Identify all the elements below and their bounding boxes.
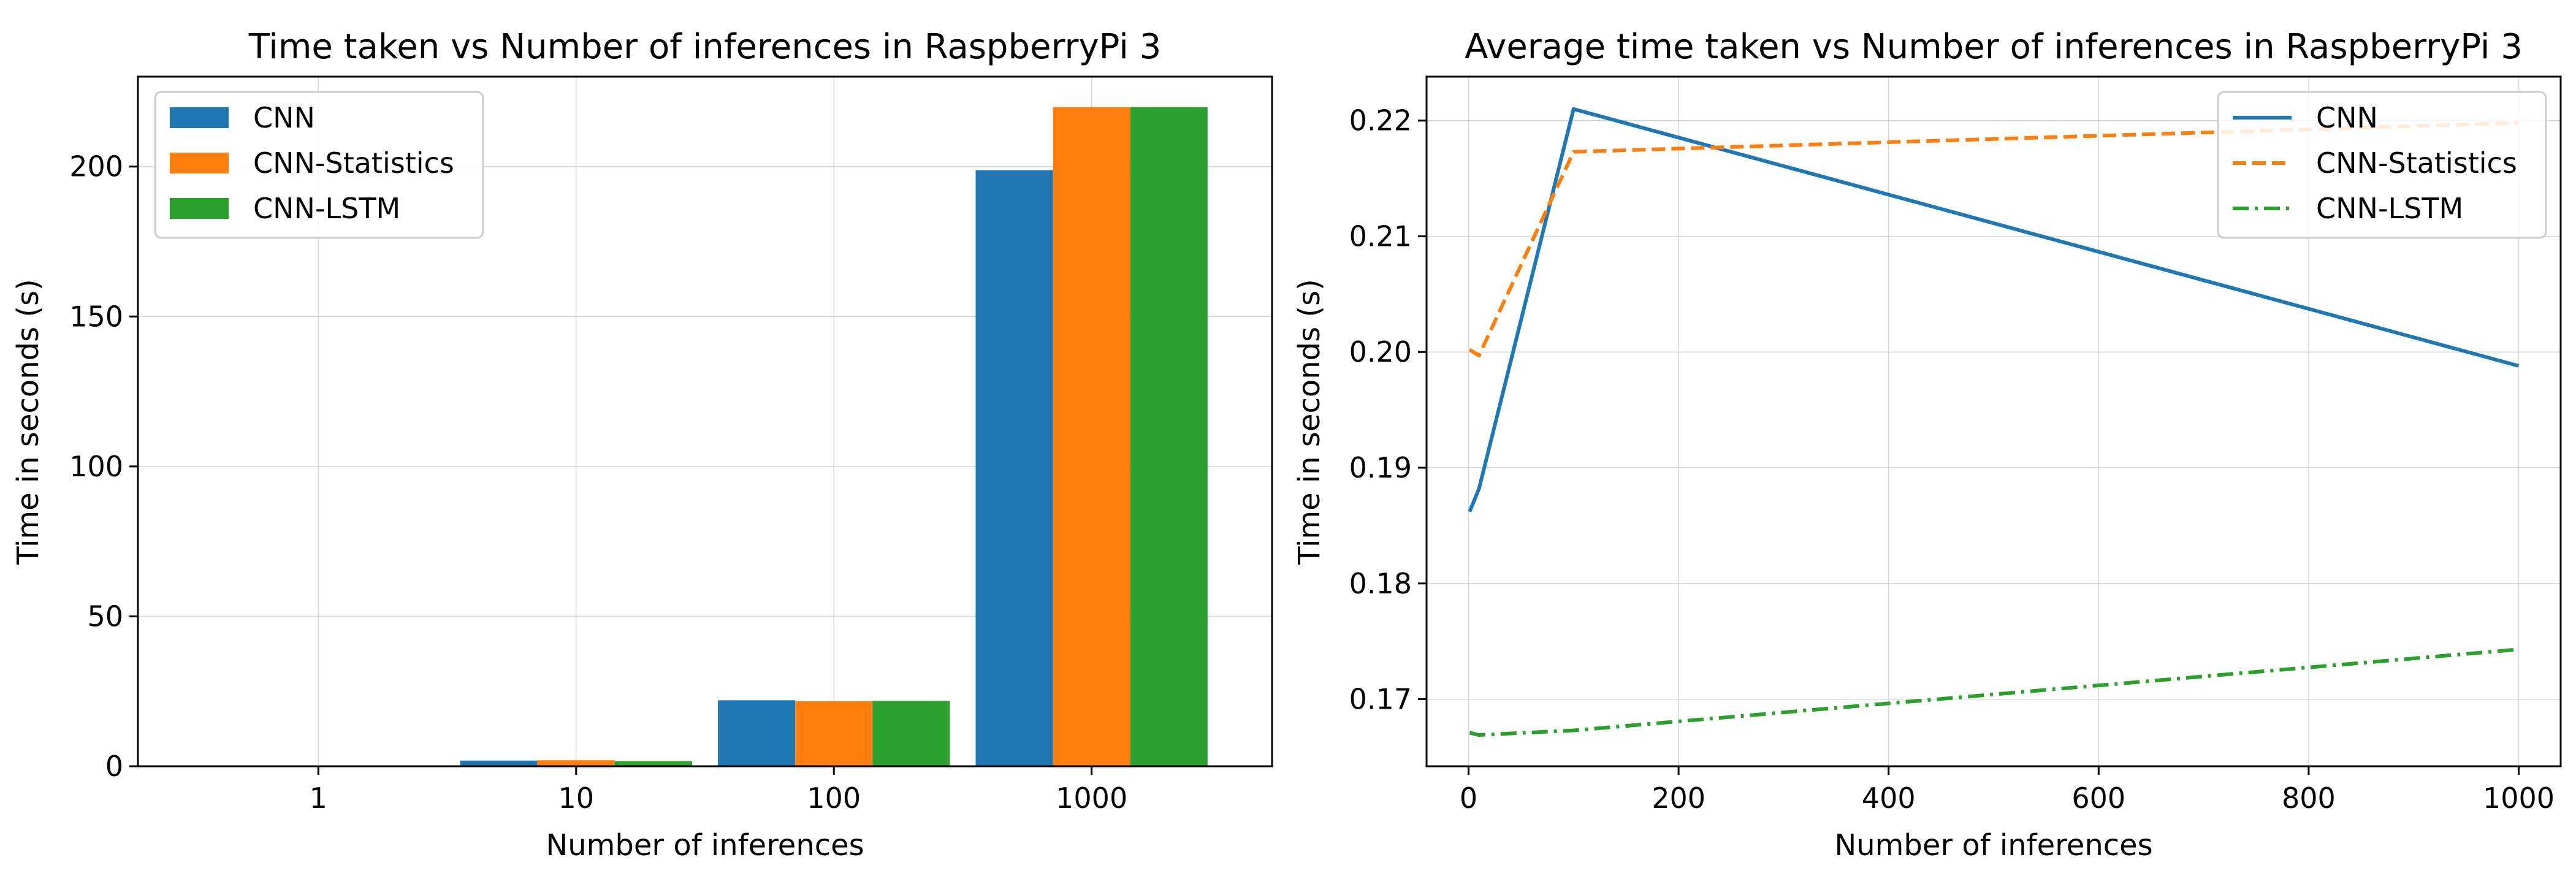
legend-label-cnn-lstm: CNN-LSTM bbox=[2316, 192, 2463, 225]
line-x-ticks: 0 200 400 600 800 1000 bbox=[1460, 766, 2555, 815]
bar-cnn-lstm-10 bbox=[614, 761, 692, 766]
bar-y-ticks: 0 50 100 150 200 bbox=[69, 150, 138, 783]
line-y-tick-label: 0.18 bbox=[1349, 567, 1412, 600]
bar-y-tick-label: 100 bbox=[69, 450, 123, 483]
line-y-axis-label: Time in seconds (s) bbox=[1292, 279, 1327, 565]
bar-cnn-10 bbox=[460, 760, 538, 766]
line-series-cnn-lstm bbox=[1469, 647, 2519, 737]
legend-label-cnn: CNN bbox=[2316, 101, 2378, 134]
legend-label-cnn-lstm: CNN-LSTM bbox=[253, 192, 400, 225]
line-y-tick-label: 0.22 bbox=[1349, 104, 1412, 137]
line-y-tick-label: 0.19 bbox=[1349, 451, 1412, 484]
bar-legend-box bbox=[154, 91, 484, 239]
line-x-tick-label: 400 bbox=[1862, 782, 1916, 815]
bar-marks bbox=[202, 107, 1208, 766]
line-chart: Average time taken vs Number of inferenc… bbox=[1292, 27, 2562, 863]
line-y-tick-label: 0.21 bbox=[1349, 219, 1412, 253]
line-x-tick-label: 600 bbox=[2071, 782, 2125, 815]
legend-label-cnn: CNN bbox=[253, 101, 315, 134]
legend-label-cnn-statistics: CNN-Statistics bbox=[253, 147, 454, 180]
legend-swatch-cnn bbox=[170, 107, 229, 128]
line-series-cnn bbox=[1468, 107, 2520, 512]
bar-cnn-lstm-100 bbox=[872, 701, 950, 766]
line-y-tick-label: 0.20 bbox=[1349, 335, 1412, 368]
legend-label-cnn-statistics: CNN-Statistics bbox=[2316, 147, 2517, 180]
bar-x-tick-label: 1 bbox=[310, 782, 327, 815]
bar-legend: CNN CNN-Statistics CNN-LSTM bbox=[154, 91, 484, 239]
bar-cnn-statistics-100 bbox=[795, 701, 873, 766]
line-legend-box bbox=[2217, 91, 2547, 239]
bar-chart-title: Time taken vs Number of inferences in Ra… bbox=[248, 27, 1161, 67]
bar-y-tick-label: 150 bbox=[69, 300, 123, 333]
bar-y-tick-label: 200 bbox=[69, 150, 123, 183]
bar-plot-frame bbox=[137, 75, 1273, 767]
line-plot-frame bbox=[1425, 75, 2562, 767]
bar-cnn-100 bbox=[718, 700, 796, 766]
legend-swatch-cnn-statistics bbox=[170, 153, 229, 173]
line-y-ticks: 0.17 0.18 0.19 0.20 0.21 0.22 bbox=[1349, 104, 1427, 716]
bar-y-axis-label: Time in seconds (s) bbox=[11, 279, 45, 565]
bar-x-axis-label: Number of inferences bbox=[546, 828, 864, 863]
line-grid bbox=[1427, 77, 2561, 766]
line-marks bbox=[1468, 107, 2520, 737]
line-x-tick-label: 800 bbox=[2282, 782, 2336, 815]
line-series-cnn-statistics bbox=[1468, 121, 2519, 357]
line-x-tick-label: 200 bbox=[1652, 782, 1705, 815]
bar-cnn-1000 bbox=[975, 170, 1053, 766]
bar-cnn-statistics-1000 bbox=[1053, 107, 1130, 766]
bar-x-tick-label: 10 bbox=[558, 782, 594, 815]
bar-y-tick-label: 50 bbox=[87, 600, 123, 633]
bar-y-tick-label: 0 bbox=[105, 750, 123, 783]
bar-x-tick-label: 100 bbox=[807, 782, 861, 815]
line-chart-title: Average time taken vs Number of inferenc… bbox=[1465, 27, 2523, 67]
bar-cnn-statistics-10 bbox=[537, 760, 615, 766]
line-x-axis-label: Number of inferences bbox=[1834, 828, 2152, 863]
line-legend: CNN CNN-Statistics CNN-LSTM bbox=[2217, 91, 2547, 239]
bar-cnn-lstm-1000 bbox=[1130, 107, 1208, 766]
line-y-tick-label: 0.17 bbox=[1349, 683, 1412, 716]
legend-swatch-cnn-lstm bbox=[170, 198, 229, 219]
bar-chart: Time taken vs Number of inferences in Ra… bbox=[11, 27, 1273, 863]
bar-x-tick-label: 1000 bbox=[1056, 782, 1127, 815]
line-x-tick-label: 1000 bbox=[2483, 782, 2555, 815]
bar-x-ticks: 1 10 100 1000 bbox=[310, 766, 1127, 815]
line-x-tick-label: 0 bbox=[1460, 782, 1477, 815]
